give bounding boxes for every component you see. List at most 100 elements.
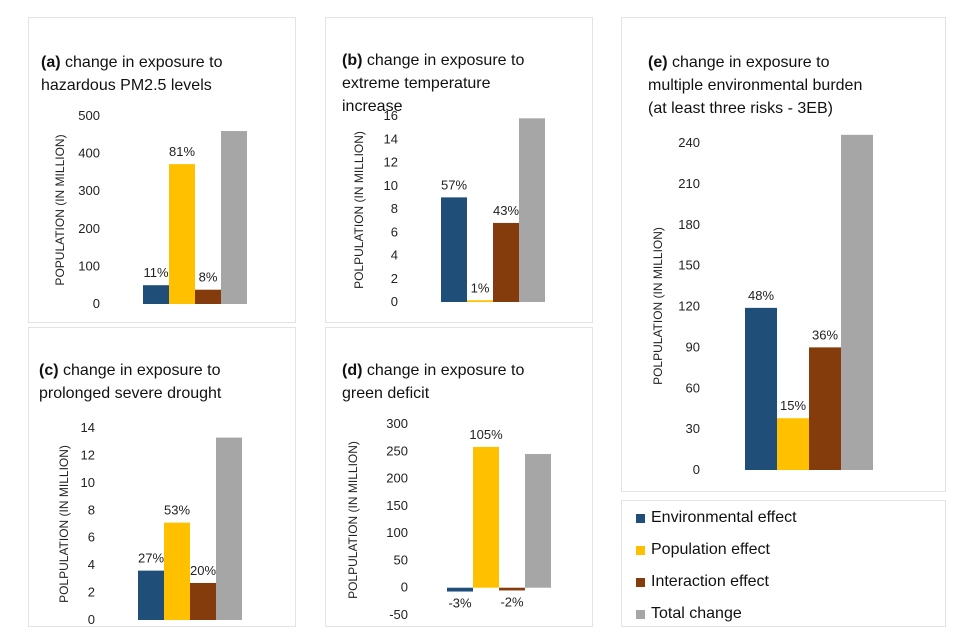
y-tick-label: 0 (401, 580, 408, 595)
y-tick-label: 300 (386, 416, 408, 431)
legend-item-population: Population effect (636, 539, 770, 561)
y-tick-label: 8 (391, 201, 398, 216)
y-tick-label: -50 (389, 607, 408, 622)
y-tick-label: 500 (78, 108, 100, 123)
panel-d-title-text: change in exposure to green deficit (342, 362, 525, 402)
panel-b-label: (b) (342, 52, 363, 69)
y-tick-label: 14 (81, 420, 95, 435)
y-tick-label: 180 (678, 217, 700, 232)
bar-interaction (493, 222, 519, 302)
y-tick-label: 0 (93, 296, 100, 311)
data-label: -2% (500, 594, 524, 609)
data-label: 20% (190, 563, 216, 578)
panel-c-label: (c) (39, 362, 59, 379)
data-label: 15% (780, 398, 806, 413)
legend-swatch (636, 513, 645, 523)
y-tick-label: 100 (78, 258, 100, 273)
panel-a-title: (a) change in exposure to hazardous PM2.… (41, 28, 291, 97)
y-tick-label: 10 (384, 178, 398, 193)
bar-interaction (809, 347, 841, 470)
bar-environmental (441, 197, 467, 302)
y-tick-label: 400 (78, 146, 100, 161)
y-tick-label: 12 (384, 155, 398, 170)
panel-b-title-text: change in exposure to extreme temperatur… (342, 52, 525, 115)
y-axis-label: POLPULATION (IN MILLION) (352, 131, 366, 289)
y-tick-label: 90 (686, 339, 700, 354)
data-label: 8% (199, 270, 218, 285)
panel-d-title: (d) change in exposure to green deficit (342, 336, 592, 405)
y-axis-label: POLPULATION (IN MILLION) (346, 441, 360, 599)
y-tick-label: 8 (88, 502, 95, 517)
y-tick-label: 12 (81, 447, 95, 462)
legend: Environmental effect Population effect I… (621, 500, 946, 627)
legend-item-interaction: Interaction effect (636, 571, 769, 593)
bar-environmental (447, 587, 473, 592)
data-label: 81% (169, 144, 195, 159)
y-tick-label: 240 (678, 135, 700, 150)
data-label: 11% (143, 265, 168, 280)
legend-label: Interaction effect (651, 573, 769, 590)
legend-swatch (636, 545, 645, 555)
legend-item-total: Total change (636, 603, 742, 625)
y-tick-label: 210 (678, 176, 700, 191)
panel-e-title: (e) change in exposure to multiple envir… (648, 28, 943, 120)
y-tick-label: 250 (386, 443, 408, 458)
bar-environmental (138, 570, 164, 620)
bar-total (525, 454, 551, 588)
y-axis-label: POLPULATION (IN MILLION) (651, 227, 665, 385)
y-tick-label: 16 (384, 108, 398, 123)
data-label: 53% (164, 503, 190, 518)
y-tick-label: 200 (78, 221, 100, 236)
legend-label: Environmental effect (651, 509, 797, 526)
panel-b-title: (b) change in exposure to extreme temper… (342, 26, 592, 118)
y-tick-label: 6 (88, 530, 95, 545)
bar-total (519, 118, 545, 302)
legend-swatch (636, 609, 645, 619)
y-tick-label: 120 (678, 299, 700, 314)
bar-environmental (745, 307, 777, 470)
bar-total (221, 131, 247, 304)
y-axis-label: POLPULATION (IN MILLION) (57, 445, 71, 603)
legend-swatch (636, 577, 645, 587)
data-label: 27% (138, 551, 164, 566)
bar-population (169, 164, 195, 304)
panel-e: (e) change in exposure to multiple envir… (621, 17, 946, 492)
y-tick-label: 60 (686, 380, 700, 395)
y-tick-label: 50 (394, 552, 408, 567)
bar-interaction (190, 582, 216, 620)
panel-d-label: (d) (342, 362, 363, 379)
data-label: -3% (448, 596, 472, 611)
y-tick-label: 2 (88, 585, 95, 600)
legend-label: Total change (651, 605, 742, 622)
data-label: 57% (441, 177, 467, 192)
panel-c-title: (c) change in exposure to prolonged seve… (39, 336, 289, 405)
panel-e-title-text: change in exposure to multiple environme… (648, 54, 863, 117)
y-tick-label: 30 (686, 421, 700, 436)
y-tick-label: 100 (386, 525, 408, 540)
bar-interaction (499, 587, 525, 591)
panel-a-label: (a) (41, 54, 61, 71)
bar-total (216, 437, 242, 620)
y-tick-label: 0 (693, 462, 700, 477)
data-label: 36% (812, 327, 838, 342)
y-tick-label: 150 (386, 498, 408, 513)
panel-a: (a) change in exposure to hazardous PM2.… (28, 17, 296, 323)
y-tick-label: 300 (78, 183, 100, 198)
legend-label: Population effect (651, 541, 770, 558)
bar-population (777, 418, 809, 470)
data-label: 105% (469, 427, 503, 442)
y-tick-label: 2 (391, 271, 398, 286)
bar-population (467, 300, 493, 302)
y-axis-label: POPULATION (IN MILLION) (53, 134, 67, 285)
data-label: 1% (471, 280, 490, 295)
y-tick-label: 6 (391, 224, 398, 239)
panel-e-label: (e) (648, 54, 668, 71)
y-tick-label: 200 (386, 471, 408, 486)
y-tick-label: 0 (88, 612, 95, 627)
bar-population (164, 522, 190, 620)
y-tick-label: 0 (391, 294, 398, 309)
